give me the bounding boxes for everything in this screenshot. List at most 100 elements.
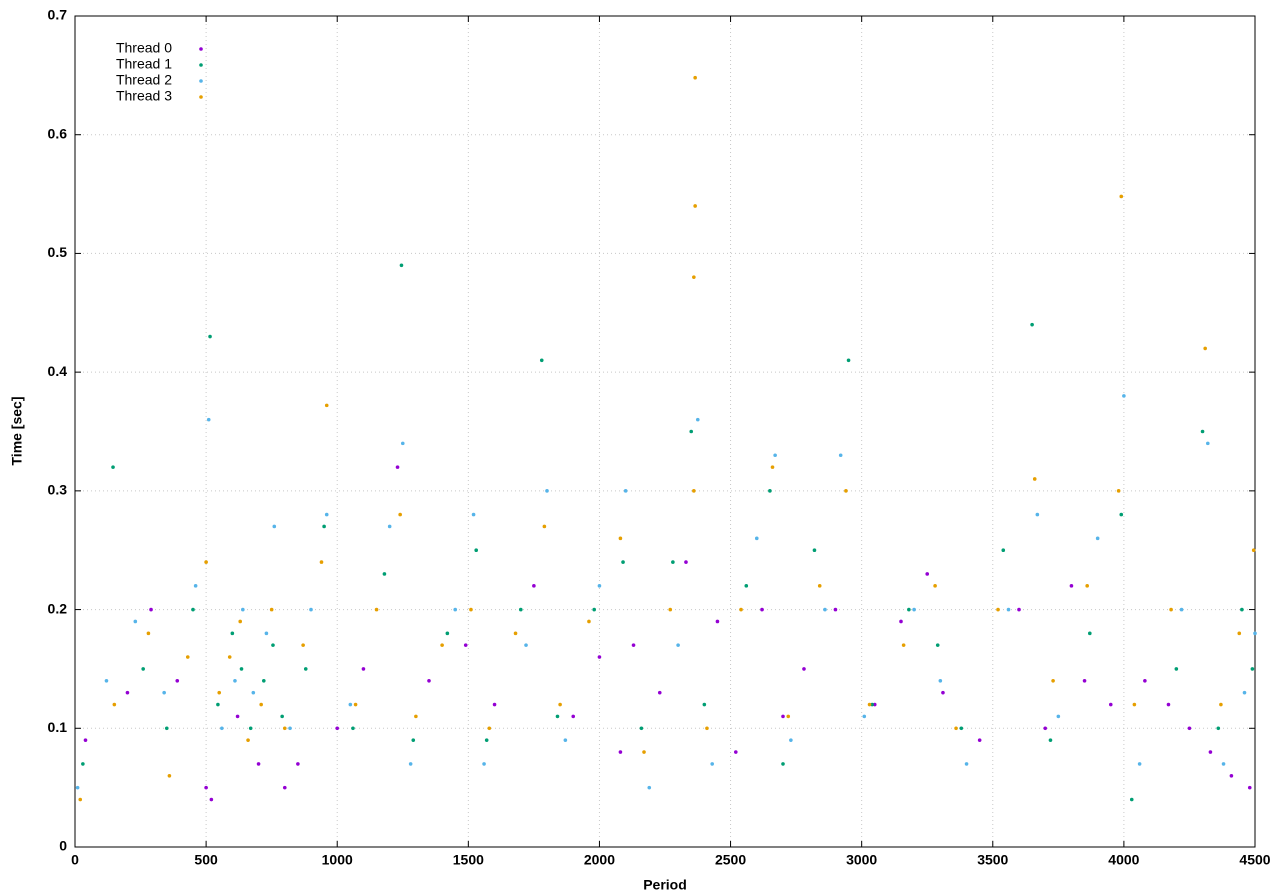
point bbox=[395, 465, 400, 469]
y-tick-label: 0.6 bbox=[48, 125, 68, 141]
point bbox=[773, 453, 777, 458]
point bbox=[597, 584, 602, 588]
x-tick-label: 3000 bbox=[846, 852, 877, 868]
point bbox=[899, 619, 903, 624]
point bbox=[744, 584, 749, 588]
point bbox=[251, 690, 256, 695]
point bbox=[1085, 584, 1089, 588]
x-tick-label: 3500 bbox=[977, 852, 1008, 868]
x-tick-label: 500 bbox=[194, 852, 218, 868]
point bbox=[1250, 667, 1255, 671]
legend-label: Thread 0 bbox=[116, 40, 172, 56]
legend-label: Thread 3 bbox=[116, 88, 172, 104]
point bbox=[1048, 738, 1053, 742]
point bbox=[408, 762, 413, 766]
point bbox=[1017, 607, 1021, 612]
point bbox=[1169, 607, 1173, 612]
point bbox=[1035, 512, 1040, 517]
point bbox=[1143, 679, 1147, 683]
point bbox=[259, 702, 263, 707]
point bbox=[351, 726, 355, 731]
point bbox=[162, 690, 166, 695]
point bbox=[1116, 489, 1121, 493]
point bbox=[1129, 797, 1134, 802]
point bbox=[597, 655, 602, 659]
point bbox=[621, 560, 625, 564]
point bbox=[592, 607, 596, 612]
point bbox=[262, 679, 266, 683]
point bbox=[282, 726, 287, 731]
point bbox=[802, 667, 806, 671]
point bbox=[167, 773, 172, 778]
point bbox=[209, 797, 214, 802]
point bbox=[75, 785, 80, 790]
point bbox=[693, 75, 697, 80]
point bbox=[1242, 690, 1247, 695]
x-tick-label: 1500 bbox=[453, 852, 484, 868]
point bbox=[220, 726, 224, 731]
point bbox=[941, 690, 945, 695]
point bbox=[230, 631, 235, 636]
point bbox=[361, 667, 366, 671]
point bbox=[149, 607, 153, 612]
point bbox=[387, 524, 392, 529]
point bbox=[474, 548, 479, 553]
point bbox=[353, 702, 358, 707]
y-tick-label: 0.2 bbox=[48, 600, 68, 616]
point bbox=[1253, 631, 1257, 636]
point bbox=[642, 750, 646, 754]
point bbox=[1166, 702, 1171, 707]
point bbox=[164, 726, 169, 731]
point bbox=[1247, 785, 1252, 790]
point bbox=[411, 738, 416, 742]
point bbox=[692, 489, 696, 493]
point bbox=[781, 714, 785, 719]
point bbox=[193, 584, 198, 588]
x-tick-label: 1000 bbox=[322, 852, 353, 868]
point bbox=[204, 560, 208, 564]
point bbox=[1221, 762, 1226, 766]
point bbox=[445, 631, 450, 636]
point bbox=[492, 702, 497, 707]
y-tick-label: 0.5 bbox=[48, 244, 68, 260]
point bbox=[272, 524, 277, 529]
point bbox=[296, 762, 300, 766]
point bbox=[1032, 477, 1037, 481]
point bbox=[374, 607, 379, 612]
x-tick-label: 2000 bbox=[584, 852, 615, 868]
point bbox=[715, 619, 720, 624]
point bbox=[382, 572, 387, 576]
point bbox=[1200, 429, 1205, 434]
point bbox=[781, 762, 785, 766]
y-tick-label: 0 bbox=[59, 838, 67, 854]
point bbox=[786, 714, 791, 719]
point bbox=[518, 607, 523, 612]
point bbox=[639, 726, 644, 731]
point bbox=[1051, 679, 1055, 683]
point bbox=[695, 417, 700, 422]
point bbox=[427, 679, 431, 683]
point bbox=[1229, 773, 1234, 778]
point bbox=[1119, 512, 1124, 517]
point bbox=[239, 667, 244, 671]
point bbox=[838, 453, 843, 458]
point bbox=[146, 631, 151, 636]
point bbox=[938, 679, 943, 683]
point bbox=[760, 607, 764, 612]
point bbox=[208, 334, 212, 339]
point bbox=[693, 204, 697, 208]
point bbox=[1240, 607, 1244, 612]
point bbox=[935, 643, 940, 647]
point bbox=[734, 750, 738, 754]
point bbox=[141, 667, 145, 671]
point bbox=[1219, 702, 1223, 707]
x-tick-label: 4000 bbox=[1108, 852, 1139, 868]
point bbox=[185, 655, 190, 659]
x-tick-label: 2500 bbox=[715, 852, 746, 868]
point bbox=[833, 607, 838, 612]
point bbox=[233, 679, 237, 683]
point bbox=[453, 607, 458, 612]
point bbox=[676, 643, 680, 647]
point bbox=[1132, 702, 1137, 707]
